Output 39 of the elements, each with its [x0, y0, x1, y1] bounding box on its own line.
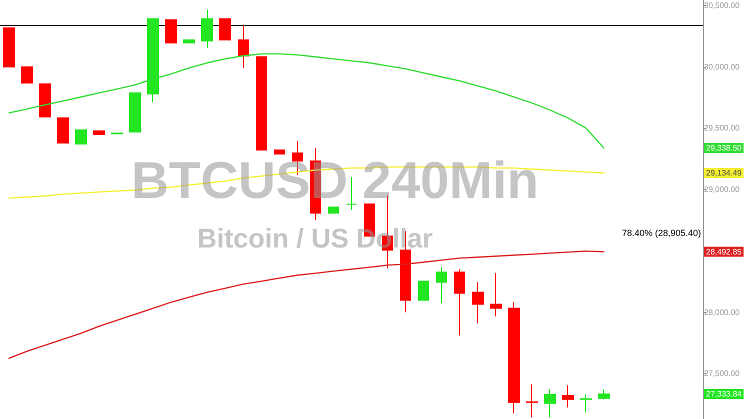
candlestick — [21, 66, 33, 84]
line-series — [8, 53, 605, 149]
candlestick — [147, 18, 159, 102]
candlestick — [436, 266, 447, 304]
annotation: 78.40% (28,905.40) — [622, 228, 701, 238]
candlestick — [454, 268, 465, 336]
candlestick — [93, 130, 105, 135]
candlestick — [526, 384, 538, 418]
candlestick — [598, 388, 610, 400]
candlestick — [183, 39, 195, 44]
candlestick — [508, 302, 520, 414]
candlestick — [472, 282, 484, 324]
candlestick — [562, 384, 574, 408]
candlestick — [490, 272, 502, 317]
candlestick — [580, 394, 592, 413]
y-tick-label: 30,000.00 — [704, 62, 740, 72]
candlestick — [238, 24, 249, 68]
text: 29,338.50 — [706, 144, 742, 153]
y-tick-label: 27,500.00 — [704, 369, 740, 378]
y-tick-label: 29,500.00 — [704, 124, 740, 133]
candlestick — [219, 18, 231, 40]
candlestick — [418, 280, 429, 301]
candlestick — [201, 9, 213, 48]
y-tick-label: 29,000.00 — [704, 185, 740, 194]
candlestick — [75, 129, 87, 145]
line-series — [8, 250, 605, 359]
candlestick — [57, 117, 69, 144]
text: 27,333.84 — [706, 389, 742, 398]
candlestick — [346, 176, 357, 211]
y-tick-label: 30,500.00 — [704, 1, 740, 10]
text: 29,134.49 — [706, 168, 742, 178]
text: 28,492.85 — [706, 247, 742, 256]
candlestick — [165, 19, 177, 44]
candlestick — [544, 388, 556, 418]
candlestick — [39, 83, 51, 118]
candlestick — [129, 92, 141, 133]
candlestick — [256, 56, 267, 151]
candlestick — [3, 27, 15, 68]
y-tick-label: 28,000.00 — [704, 308, 740, 317]
